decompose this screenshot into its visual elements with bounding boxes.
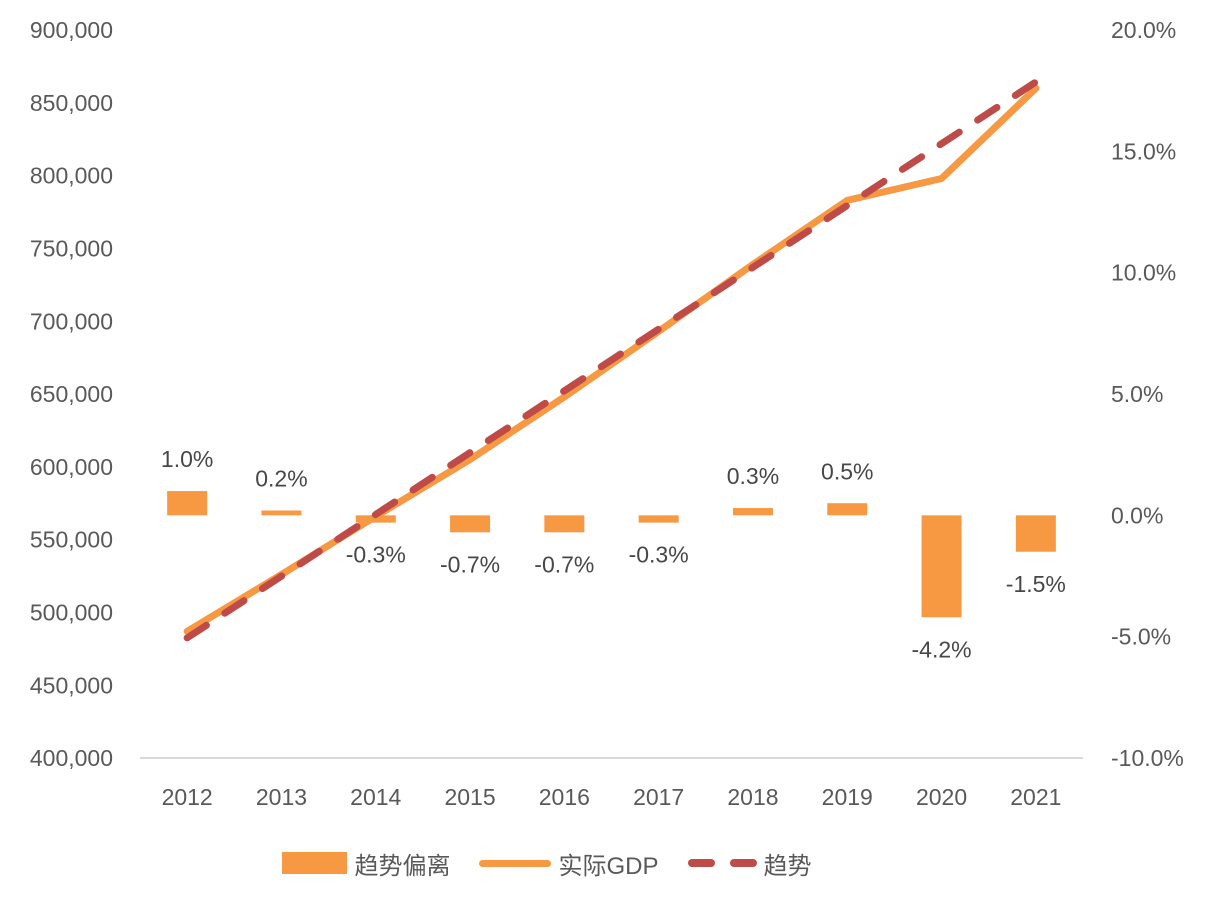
x-axis-year-label: 2012 <box>162 784 213 810</box>
legend-item-trend: 趋势 <box>687 846 812 881</box>
deviation-bar-2017 <box>638 515 679 523</box>
legend-item-actual-gdp: 实际GDP <box>479 846 659 881</box>
x-axis-year-label: 2018 <box>727 784 778 810</box>
solid-line-swatch-icon <box>479 859 552 867</box>
x-axis-year-label: 2019 <box>822 784 873 810</box>
deviation-data-label-2012: 1.0% <box>161 446 213 472</box>
left-axis-tick-label: 800,000 <box>30 163 113 189</box>
left-axis-tick-label: 650,000 <box>30 381 113 407</box>
right-axis-tick-label: 15.0% <box>1111 138 1176 164</box>
deviation-data-label-2017: -0.3% <box>629 542 689 568</box>
right-axis-tick-label: 10.0% <box>1111 260 1176 286</box>
left-axis-tick-label: 450,000 <box>30 672 113 698</box>
left-axis-tick-label: 550,000 <box>30 527 113 553</box>
dashed-line-swatch-icon <box>687 859 757 867</box>
deviation-data-label-2016: -0.7% <box>534 551 594 577</box>
right-axis-tick-label: -5.0% <box>1111 624 1171 650</box>
left-axis-tick-label: 850,000 <box>30 90 113 116</box>
x-axis-year-label: 2014 <box>350 784 401 810</box>
deviation-bar-2016 <box>544 515 585 533</box>
left-axis-tick-label: 700,000 <box>30 308 113 334</box>
trend-line <box>183 78 1040 642</box>
right-axis-tick-label: -10.0% <box>1111 745 1184 771</box>
left-axis-tick-label: 400,000 <box>30 745 113 771</box>
deviation-data-label-2014: -0.3% <box>346 542 406 568</box>
deviation-data-label-2018: 0.3% <box>727 463 779 489</box>
x-axis-year-label: 2016 <box>539 784 590 810</box>
right-axis-tick-label: 5.0% <box>1111 381 1163 407</box>
legend-item-trend-deviation: 趋势偏离 <box>282 846 450 881</box>
legend-label-trend-deviation: 趋势偏离 <box>354 852 451 880</box>
x-axis-year-label: 2020 <box>916 784 967 810</box>
left-axis-tick-label: 900,000 <box>30 17 113 43</box>
deviation-data-label-2019: 0.5% <box>821 458 873 484</box>
deviation-bar-2020 <box>921 515 962 618</box>
deviation-data-label-2020: -4.2% <box>912 636 972 662</box>
deviation-bar-2019 <box>827 503 868 516</box>
x-axis-year-label: 2013 <box>256 784 307 810</box>
deviation-data-label-2013: 0.2% <box>255 466 307 492</box>
actual-gdp-line <box>183 84 1040 635</box>
x-axis-year-label: 2015 <box>444 784 495 810</box>
deviation-bar-2018 <box>732 508 773 516</box>
chart-legend: 趋势偏离 实际GDP 趋势 <box>0 840 1150 886</box>
left-axis-tick-label: 500,000 <box>30 599 113 625</box>
deviation-bar-2021 <box>1015 515 1056 552</box>
bar-series-swatch-icon <box>282 852 348 874</box>
deviation-bar-2012 <box>167 491 208 516</box>
left-axis-tick-label: 600,000 <box>30 454 113 480</box>
legend-label-actual-gdp: 实际GDP <box>558 852 659 880</box>
deviation-data-label-2021: -1.5% <box>1006 571 1066 597</box>
right-axis-tick-label: 20.0% <box>1111 17 1176 43</box>
x-axis-year-label: 2021 <box>1010 784 1061 810</box>
deviation-bar-2013 <box>261 510 302 516</box>
right-axis-tick-label: 0.0% <box>1111 502 1163 528</box>
deviation-bar-2015 <box>450 515 491 533</box>
x-axis-year-label: 2017 <box>633 784 684 810</box>
deviation-data-label-2015: -0.7% <box>440 551 500 577</box>
legend-label-trend: 趋势 <box>763 852 812 880</box>
left-axis-tick-label: 750,000 <box>30 235 113 261</box>
